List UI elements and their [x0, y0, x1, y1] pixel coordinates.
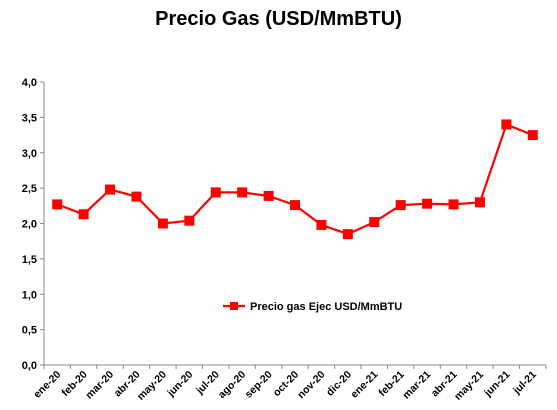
x-tick-label: jul-21 [510, 369, 539, 398]
x-tick-label: may-20 [135, 369, 169, 403]
data-point [131, 191, 142, 202]
y-tick-label: 4,0 [22, 77, 37, 89]
data-point [157, 218, 168, 229]
y-tick-label: 3,0 [22, 148, 37, 160]
data-point [448, 199, 459, 210]
x-tick-label: mar-20 [83, 369, 116, 402]
data-point [210, 187, 221, 198]
x-tick-label: sep-20 [243, 369, 275, 401]
data-point [316, 219, 327, 230]
y-tick-label: 2,0 [22, 219, 37, 231]
data-point [184, 215, 195, 226]
y-tick-label: 0,5 [22, 325, 37, 337]
data-point [290, 200, 300, 211]
y-tick-label: 3,5 [22, 112, 37, 124]
data-point [237, 187, 248, 198]
data-point [263, 190, 274, 201]
x-tick-label: jun-21 [481, 369, 512, 400]
data-point [501, 119, 512, 130]
x-tick-label: may-21 [452, 369, 486, 403]
data-point [78, 209, 89, 220]
data-point [527, 130, 538, 141]
x-tick-label: nov-20 [295, 369, 328, 402]
x-tick-label: ene-20 [31, 369, 63, 401]
legend-marker [230, 302, 238, 310]
chart-title: Precio Gas (USD/MmBTU) [155, 8, 402, 30]
x-tick-label: jun-20 [164, 369, 195, 400]
data-point [474, 197, 485, 208]
x-tick-label: ago-20 [216, 369, 249, 402]
data-point [105, 184, 116, 195]
data-point [342, 229, 353, 240]
y-tick-label: 1,5 [22, 254, 37, 266]
data-point [395, 200, 406, 211]
data-point [422, 198, 433, 209]
series-line [56, 123, 534, 236]
y-tick-label: 0,0 [22, 360, 37, 372]
y-tick-label: 2,5 [22, 183, 37, 195]
x-tick-label: mar-21 [400, 369, 433, 402]
x-tick-label: ene-21 [348, 369, 380, 401]
data-point [369, 217, 380, 228]
legend-label: Precio gas Ejec USD/MmBTU [250, 301, 402, 313]
data-point [52, 199, 63, 210]
y-tick-label: 1,0 [22, 289, 37, 301]
